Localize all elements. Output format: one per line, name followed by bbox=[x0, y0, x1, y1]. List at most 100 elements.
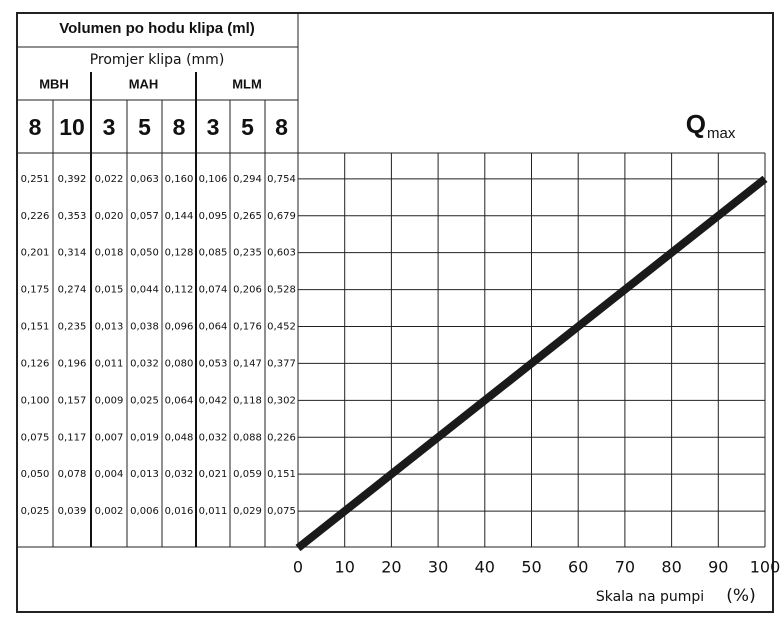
table-cell: 0,088 bbox=[233, 432, 262, 443]
size-label: 5 bbox=[138, 114, 151, 140]
table-cell: 0,679 bbox=[267, 211, 296, 222]
size-label: 5 bbox=[241, 114, 254, 140]
table-cell: 0,314 bbox=[58, 248, 87, 259]
frame bbox=[16, 12, 774, 613]
table-cell: 0,175 bbox=[21, 285, 50, 296]
x-tick-label: 20 bbox=[381, 558, 401, 577]
table-cell: 0,117 bbox=[58, 432, 87, 443]
annotation-sub: max bbox=[707, 125, 736, 142]
x-axis-unit: (%) bbox=[726, 586, 755, 606]
size-label: 8 bbox=[275, 114, 288, 140]
table-cell: 0,021 bbox=[199, 469, 228, 480]
group-label: MLM bbox=[232, 76, 262, 91]
table-cell: 0,063 bbox=[130, 174, 159, 185]
x-tick-label: 100 bbox=[750, 558, 781, 577]
table-cell: 0,528 bbox=[267, 285, 296, 296]
x-tick-label: 10 bbox=[335, 558, 355, 577]
x-axis-label: Skala na pumpi bbox=[596, 589, 704, 605]
table-cell: 0,075 bbox=[267, 506, 296, 517]
table-cell: 0,025 bbox=[21, 506, 50, 517]
table-cell: 0,020 bbox=[95, 211, 124, 222]
x-tick-label: 40 bbox=[475, 558, 495, 577]
table-cell: 0,095 bbox=[199, 211, 228, 222]
table-cell: 0,013 bbox=[130, 469, 159, 480]
table-cell: 0,118 bbox=[233, 395, 262, 406]
table-cell: 0,064 bbox=[165, 395, 194, 406]
table-cell: 0,075 bbox=[21, 432, 50, 443]
table-cell: 0,057 bbox=[130, 211, 159, 222]
annotation: Q bbox=[686, 109, 706, 139]
size-label: 3 bbox=[103, 114, 116, 140]
table-cell: 0,006 bbox=[130, 506, 159, 517]
x-tick-label: 60 bbox=[568, 558, 588, 577]
table-cell: 0,251 bbox=[21, 174, 50, 185]
table-cell: 0,126 bbox=[21, 358, 50, 369]
data-line bbox=[295, 175, 768, 552]
table-cell: 0,353 bbox=[58, 211, 87, 222]
group-label: MAH bbox=[129, 76, 159, 91]
table-cell: 0,025 bbox=[130, 395, 159, 406]
table-cell: 0,013 bbox=[95, 322, 124, 333]
size-label: 8 bbox=[29, 114, 42, 140]
table-cell: 0,196 bbox=[58, 358, 87, 369]
table-title: Volumen po hodu klipa (ml) bbox=[59, 20, 255, 37]
table-cell: 0,176 bbox=[233, 322, 262, 333]
table-cell: 0,226 bbox=[21, 211, 50, 222]
table-cell: 0,007 bbox=[95, 432, 124, 443]
table-cell: 0,106 bbox=[199, 174, 228, 185]
table-cell: 0,754 bbox=[267, 174, 296, 185]
table-cell: 0,078 bbox=[58, 469, 87, 480]
table-cell: 0,085 bbox=[199, 248, 228, 259]
table-cell: 0,064 bbox=[199, 322, 228, 333]
table-cell: 0,144 bbox=[165, 211, 194, 222]
table-cell: 0,053 bbox=[199, 358, 228, 369]
table-cell: 0,226 bbox=[267, 432, 296, 443]
table-cell: 0,147 bbox=[233, 358, 262, 369]
table-cell: 0,032 bbox=[165, 469, 194, 480]
size-label: 3 bbox=[207, 114, 220, 140]
table-cell: 0,392 bbox=[58, 174, 87, 185]
table-cell: 0,022 bbox=[95, 174, 124, 185]
table-cell: 0,074 bbox=[199, 285, 228, 296]
table-cell: 0,302 bbox=[267, 395, 296, 406]
table-cell: 0,294 bbox=[233, 174, 262, 185]
table-cell: 0,377 bbox=[267, 358, 296, 369]
table-cell: 0,160 bbox=[165, 174, 194, 185]
table-cell: 0,018 bbox=[95, 248, 124, 259]
table-cell: 0,112 bbox=[165, 285, 194, 296]
table-cell: 0,015 bbox=[95, 285, 124, 296]
table-cell: 0,265 bbox=[233, 211, 262, 222]
table-cell: 0,016 bbox=[165, 506, 194, 517]
table-cell: 0,044 bbox=[130, 285, 159, 296]
table-subtitle: Promjer klipa (mm) bbox=[90, 52, 225, 68]
table-cell: 0,452 bbox=[267, 322, 296, 333]
table-cell: 0,235 bbox=[233, 248, 262, 259]
x-tick-label: 0 bbox=[293, 558, 303, 577]
table-cell: 0,038 bbox=[130, 322, 159, 333]
table-cell: 0,050 bbox=[21, 469, 50, 480]
table-cell: 0,128 bbox=[165, 248, 194, 259]
table-cell: 0,603 bbox=[267, 248, 296, 259]
table-cell: 0,048 bbox=[165, 432, 194, 443]
x-tick-label: 70 bbox=[615, 558, 635, 577]
table-cell: 0,274 bbox=[58, 285, 87, 296]
x-tick-label: 50 bbox=[521, 558, 541, 577]
table-cell: 0,009 bbox=[95, 395, 124, 406]
x-tick-label: 90 bbox=[708, 558, 728, 577]
table-cell: 0,032 bbox=[130, 358, 159, 369]
table-cell: 0,235 bbox=[58, 322, 87, 333]
table-cell: 0,096 bbox=[165, 322, 194, 333]
table-cell: 0,050 bbox=[130, 248, 159, 259]
table-cell: 0,029 bbox=[233, 506, 262, 517]
table-cell: 0,019 bbox=[130, 432, 159, 443]
table-cell: 0,004 bbox=[95, 469, 124, 480]
table-cell: 0,011 bbox=[199, 506, 228, 517]
table-cell: 0,002 bbox=[95, 506, 124, 517]
table-cell: 0,157 bbox=[58, 395, 87, 406]
table-cell: 0,100 bbox=[21, 395, 50, 406]
table-cell: 0,151 bbox=[21, 322, 50, 333]
table-cell: 0,201 bbox=[21, 248, 50, 259]
table-cell: 0,011 bbox=[95, 358, 124, 369]
table-cell: 0,032 bbox=[199, 432, 228, 443]
